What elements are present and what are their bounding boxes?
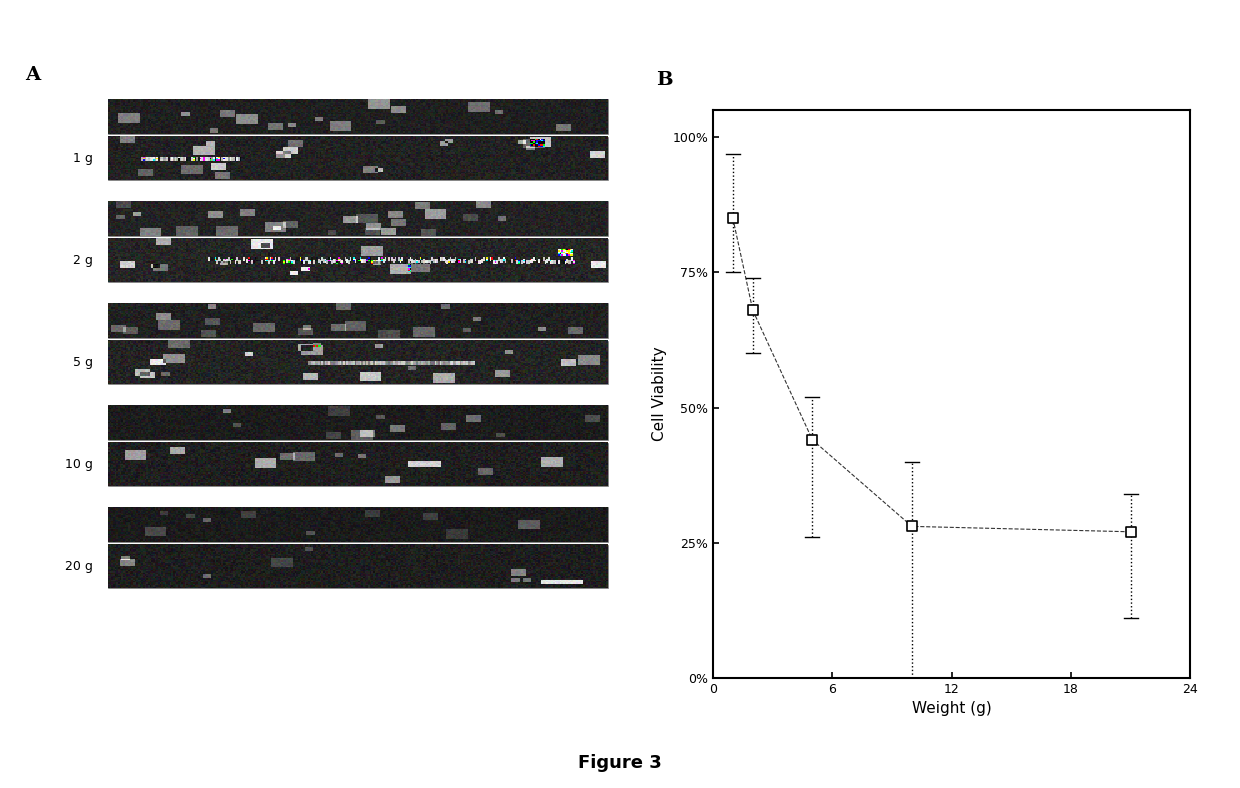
Bar	[108, 545, 608, 588]
Text: 10 g: 10 g	[66, 458, 93, 471]
Bar	[108, 99, 608, 134]
Text: A: A	[25, 66, 40, 84]
Text: B: B	[656, 71, 672, 88]
Bar	[108, 239, 608, 282]
Text: Figure 3: Figure 3	[578, 754, 662, 772]
Text: 1 g: 1 g	[73, 152, 93, 165]
Point	[723, 212, 743, 225]
Bar	[108, 137, 608, 180]
Point	[901, 520, 921, 533]
Bar	[108, 507, 608, 541]
Bar	[108, 303, 608, 338]
Y-axis label: Cell Viability: Cell Viability	[652, 347, 667, 441]
Text: 20 g: 20 g	[66, 560, 93, 573]
Bar	[108, 443, 608, 486]
Text: 5 g: 5 g	[73, 356, 93, 369]
Bar	[108, 202, 608, 236]
Bar	[108, 405, 608, 440]
Text: 2 g: 2 g	[73, 254, 93, 267]
Point	[743, 304, 763, 317]
X-axis label: Weight (g): Weight (g)	[911, 701, 992, 716]
Bar	[108, 341, 608, 384]
Point	[802, 433, 822, 446]
Point	[1121, 526, 1141, 538]
